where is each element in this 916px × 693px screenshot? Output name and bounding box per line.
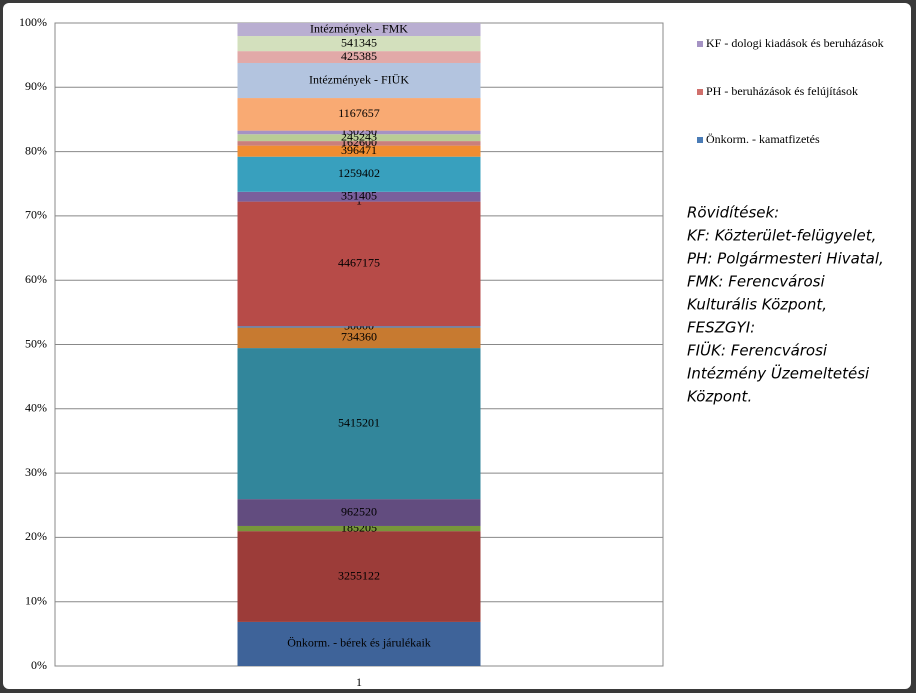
data-label: 734360 (341, 330, 377, 344)
bar-segment (237, 36, 481, 52)
data-label: 3255122 (338, 568, 380, 582)
bar-segment (237, 62, 481, 99)
bar-segment (237, 145, 481, 157)
bar-segment (237, 191, 481, 202)
legend-label: KF - dologi kiadások és beruházások (706, 36, 884, 50)
bar-segment (237, 348, 481, 500)
y-tick-label: 20% (25, 529, 47, 543)
bar-segment (237, 130, 481, 135)
x-tick-label: 1 (356, 675, 362, 689)
y-tick-label: 10% (25, 593, 47, 607)
bar-segment (237, 327, 481, 349)
annotation: Intézmény Üzemeltetési (687, 364, 870, 383)
annotation: FIÜK: Ferencvárosi (687, 341, 828, 360)
legend-label: Önkorm. - kamatfizetés (706, 132, 820, 146)
annotation: FESZGYI: (687, 319, 755, 337)
legend-swatch (697, 137, 703, 143)
y-tick-label: 30% (25, 465, 47, 479)
bar-segment (237, 141, 481, 146)
y-tick-label: 80% (25, 143, 47, 157)
annotation: Rövidítések: (687, 204, 779, 222)
data-label: 5415201 (338, 415, 380, 429)
annotation: Kulturális Központ, (687, 296, 827, 314)
data-label: 425385 (341, 49, 377, 63)
y-tick-label: 40% (25, 401, 47, 415)
annotation: FMK: Ferencvárosi (687, 273, 825, 291)
bar-segment (237, 621, 481, 666)
y-tick-label: 90% (25, 79, 47, 93)
data-label: Önkorm. - bérek és járulékaik (287, 636, 431, 650)
bar-segment (237, 201, 481, 327)
bar-segment (237, 531, 481, 622)
bar-segment (237, 134, 481, 142)
bar-segment (237, 525, 481, 532)
annotation: KF: Közterület-felügyelet, (687, 227, 876, 245)
bar-segment (237, 23, 481, 37)
annotation: PH: Polgármesteri Hivatal, (687, 250, 884, 268)
y-tick-label: 60% (25, 272, 47, 286)
data-label: 396471 (341, 143, 377, 157)
data-label: 1259402 (338, 166, 380, 180)
data-label: 351405 (341, 188, 377, 202)
data-label: 962520 (341, 504, 377, 518)
data-label: 4467175 (338, 256, 380, 270)
bar-segment (237, 98, 481, 131)
legend-swatch (697, 41, 703, 47)
y-tick-label: 100% (19, 15, 47, 29)
data-label: 541345 (341, 35, 377, 49)
legend-swatch (697, 89, 703, 95)
y-tick-label: 0% (31, 658, 47, 672)
bar-segment (237, 51, 481, 63)
bar-segment (237, 499, 481, 526)
data-label: 1167657 (338, 106, 380, 120)
y-tick-label: 70% (25, 208, 47, 222)
data-label: Intézmények - FMK (310, 21, 408, 35)
bar-segment (237, 156, 481, 192)
data-label: Intézmények - FIÜK (309, 72, 409, 86)
legend-label: PH - beruházások és felújítások (706, 84, 858, 98)
bar-segment (237, 326, 481, 328)
y-tick-label: 50% (25, 336, 47, 350)
annotation: Központ. (687, 388, 752, 406)
